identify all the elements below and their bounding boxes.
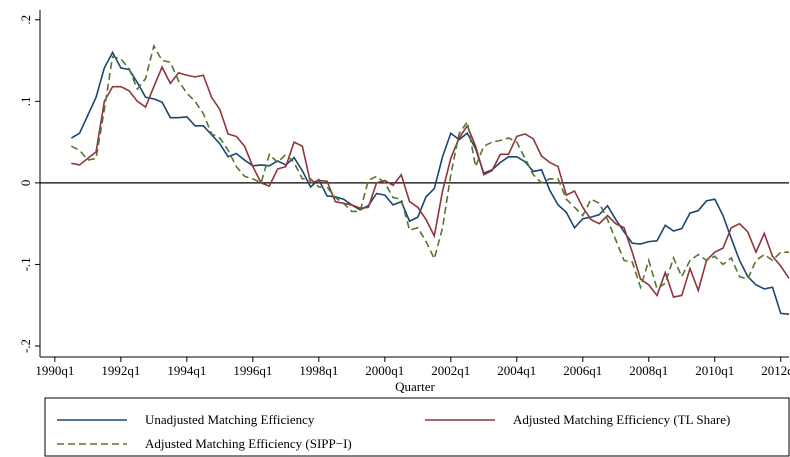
x-tick-label: 2010q1 bbox=[695, 363, 734, 378]
y-tick-label: -.2 bbox=[18, 339, 33, 353]
x-tick-label: 2000q1 bbox=[365, 363, 404, 378]
y-tick-label: .1 bbox=[18, 96, 33, 106]
x-tick-label: 2002q1 bbox=[431, 363, 470, 378]
x-tick-label: 2004q1 bbox=[497, 363, 536, 378]
x-tick-label: 1996q1 bbox=[233, 363, 272, 378]
line-series bbox=[70, 50, 790, 315]
y-tick-label: 0 bbox=[18, 180, 33, 187]
legend-label: Adjusted Matching Efficiency (TL Share) bbox=[513, 412, 730, 427]
x-tick-label: 2008q1 bbox=[629, 363, 668, 378]
line-series bbox=[70, 43, 789, 291]
y-tick-label: .2 bbox=[18, 15, 33, 25]
x-axis-label: Quarter bbox=[395, 379, 435, 394]
x-tick-label: 1990q1 bbox=[35, 363, 74, 378]
legend-label: Adjusted Matching Efficiency (SIPP−I) bbox=[145, 436, 352, 451]
x-tick-label: 2012q1 bbox=[761, 363, 790, 378]
x-tick-label: 2006q1 bbox=[563, 363, 602, 378]
y-tick-label: -.1 bbox=[18, 257, 33, 271]
line-series bbox=[71, 65, 790, 298]
x-tick-label: 1998q1 bbox=[299, 363, 338, 378]
legend-box bbox=[44, 397, 790, 457]
legend-label: Unadjusted Matching Efficiency bbox=[145, 412, 315, 427]
x-tick-label: 1992q1 bbox=[101, 363, 140, 378]
x-tick-label: 1994q1 bbox=[167, 363, 206, 378]
